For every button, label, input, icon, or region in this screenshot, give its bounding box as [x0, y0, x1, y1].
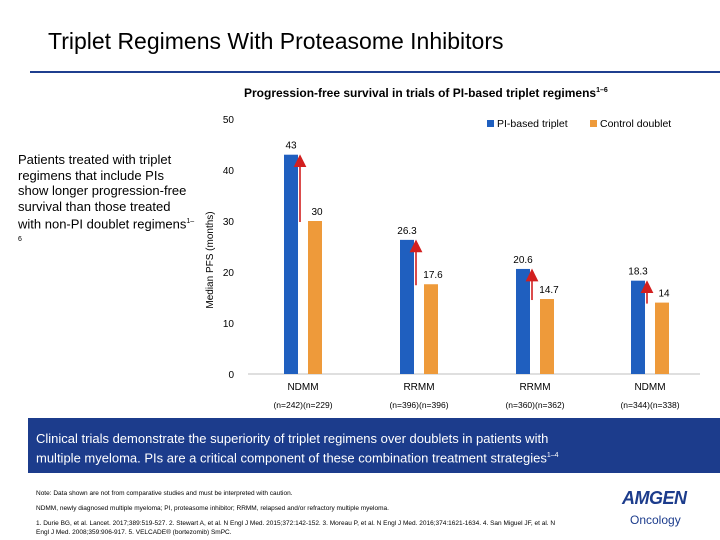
y-tick-label-4: 40	[223, 166, 235, 177]
amgen-logo: AMGEN	[622, 488, 687, 508]
slide-title: Triplet Regimens With Proteasome Inhibit…	[48, 28, 504, 54]
bar-doublet-0	[308, 221, 322, 374]
bar-doublet-1	[424, 284, 438, 374]
summary-text: Patients treated with triplet regimens t…	[18, 152, 196, 250]
x-category-label-1: RRMM	[403, 382, 434, 393]
banner-line-1: Clinical trials demonstrate the superior…	[36, 431, 549, 446]
banner-sup: 1–4	[546, 452, 559, 459]
y-tick-label-3: 30	[223, 217, 235, 228]
chart-title: Progression-free survival in trials of P…	[244, 86, 608, 100]
amgen-logo-sub: Oncology	[630, 513, 681, 527]
data-label-triplet-2: 20.6	[513, 255, 533, 266]
x-category-label-0: NDMM	[287, 382, 318, 393]
summary-text-body: Patients treated with triplet regimens t…	[18, 152, 187, 232]
x-category-sublabel-2: (n=360)(n=362)	[505, 400, 564, 410]
data-label-doublet-3: 14	[658, 289, 670, 300]
banner-line-2: multiple myeloma. PIs are a critical com…	[36, 450, 547, 466]
conclusion-banner: Clinical trials demonstrate the superior…	[28, 418, 720, 473]
data-label-triplet-1: 26.3	[397, 226, 417, 237]
y-axis-label: Median PFS (months)	[205, 211, 216, 308]
bar-doublet-3	[655, 302, 669, 374]
footnote-caution: Note: Data shown are not from comparativ…	[36, 490, 293, 497]
legend-swatch-triplet	[487, 120, 494, 127]
x-category-sublabel-3: (n=344)(n=338)	[620, 400, 679, 410]
x-category-sublabel-0: (n=242)(n=229)	[273, 400, 332, 410]
x-category-sublabel-1: (n=396)(n=396)	[389, 400, 448, 410]
x-category-label-3: NDMM	[634, 382, 665, 393]
bar-triplet-0	[284, 154, 298, 374]
data-label-doublet-2: 14.7	[539, 285, 559, 296]
legend-label-doublet: Control doublet	[600, 118, 671, 130]
bar-triplet-3	[631, 280, 645, 374]
y-tick-label-2: 20	[223, 268, 235, 279]
chart-title-text: Progression-free survival in trials of P…	[244, 86, 597, 100]
legend-swatch-doublet	[590, 120, 597, 127]
pfs-bar-chart: 0 10 20 30 40 50 Median PFS (months) 43 30 NDMM (n…	[205, 115, 700, 410]
footnote-abbreviations: NDMM, newly diagnosed multiple myeloma; …	[36, 505, 389, 512]
x-category-label-2: RRMM	[519, 382, 550, 393]
summary-text-sup: 1–6	[18, 218, 195, 243]
banner-line-2-wrap: multiple myeloma. PIs are a critical com…	[36, 447, 712, 466]
bar-doublet-2	[540, 299, 554, 374]
title-divider	[30, 71, 720, 73]
bar-triplet-2	[516, 268, 530, 374]
y-tick-label-1: 10	[223, 319, 235, 330]
y-tick-label-5: 50	[223, 115, 235, 126]
bar-triplet-1	[400, 239, 414, 374]
data-label-triplet-3: 18.3	[628, 267, 648, 278]
data-label-doublet-1: 17.6	[423, 270, 443, 281]
legend-label-triplet: PI-based triplet	[497, 118, 568, 130]
footnote-references: 1. Durie BG, et al. Lancet. 2017;389:519…	[36, 520, 556, 536]
y-tick-label-0: 0	[228, 370, 234, 381]
chart-title-sup: 1–6	[596, 87, 608, 94]
data-label-triplet-0: 43	[285, 141, 297, 152]
data-label-doublet-0: 30	[311, 207, 323, 218]
